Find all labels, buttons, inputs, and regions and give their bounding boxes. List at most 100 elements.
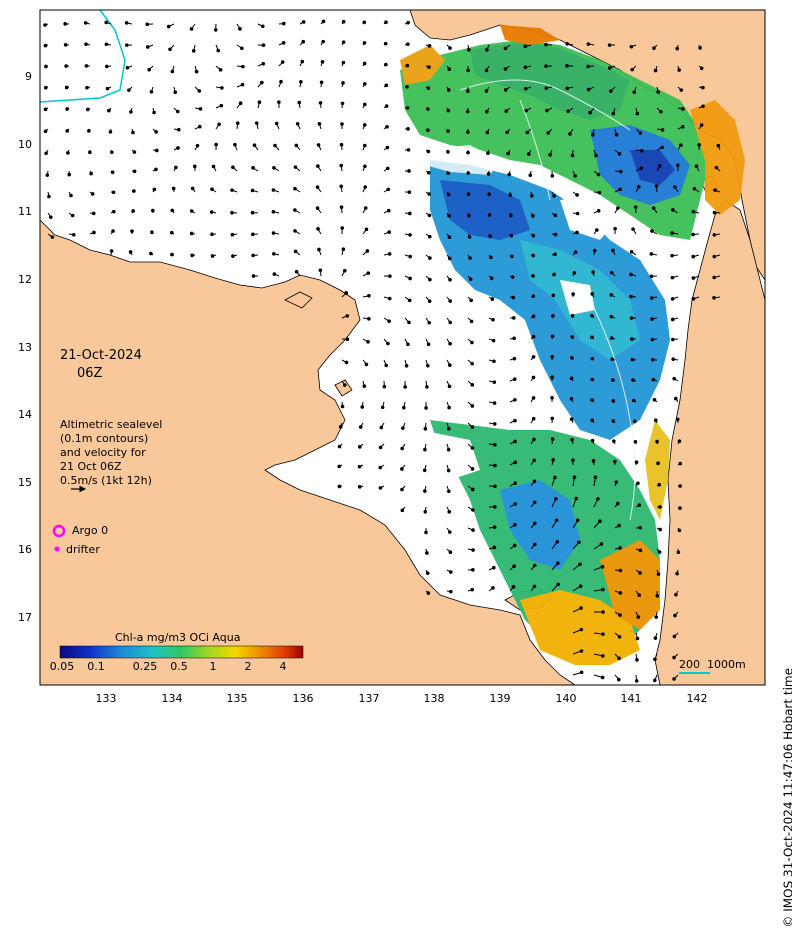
- velocity-arrowhead: [175, 166, 178, 169]
- velocity-arrowhead: [576, 212, 579, 215]
- cbar-tick-2: 2: [230, 660, 266, 673]
- velocity-arrowhead: [678, 440, 681, 443]
- velocity-arrowhead: [492, 339, 495, 342]
- velocity-arrowhead: [44, 130, 47, 133]
- y-tick-17: 17: [2, 611, 32, 624]
- velocity-arrowhead: [566, 65, 569, 68]
- velocity-arrowhead: [387, 188, 390, 191]
- velocity-arrowhead: [693, 187, 696, 190]
- velocity-arrowhead: [428, 300, 431, 303]
- velocity-arrowhead: [673, 678, 676, 681]
- velocity-arrowhead: [294, 250, 297, 253]
- velocity-arrowhead: [532, 254, 535, 257]
- velocity-arrowhead: [93, 231, 96, 234]
- velocity-arrowhead: [318, 123, 321, 126]
- velocity-arrowhead: [471, 447, 474, 450]
- velocity-arrowhead: [317, 228, 320, 231]
- map-date: 21-Oct-2024: [60, 348, 142, 363]
- velocity-arrowhead: [532, 315, 535, 318]
- velocity-arrowhead: [368, 317, 371, 320]
- velocity-arrowhead: [358, 486, 361, 489]
- velocity-arrowhead: [612, 420, 615, 423]
- velocity-arrowhead: [341, 227, 344, 230]
- velocity-arrowhead: [406, 85, 409, 88]
- velocity-arrowhead: [210, 211, 213, 214]
- velocity-arrowhead: [656, 440, 659, 443]
- drifter-label: drifter: [66, 543, 100, 556]
- velocity-arrowhead: [597, 498, 600, 501]
- velocity-arrowhead: [447, 448, 450, 451]
- velocity-arrowhead: [493, 402, 496, 405]
- velocity-arrowhead: [612, 400, 615, 403]
- velocity-arrowhead: [471, 362, 474, 365]
- velocity-arrowhead: [510, 214, 513, 217]
- velocity-arrowhead: [700, 124, 703, 127]
- velocity-arrowhead: [491, 298, 494, 301]
- velocity-arrowhead: [428, 321, 431, 324]
- velocity-arrowhead: [252, 233, 255, 236]
- y-tick-12: 12: [2, 273, 32, 286]
- velocity-arrowhead: [359, 426, 362, 429]
- velocity-arrowhead: [637, 616, 640, 619]
- velocity-arrowhead: [631, 358, 634, 361]
- velocity-arrowhead: [388, 231, 391, 234]
- velocity-arrowhead: [155, 131, 158, 134]
- velocity-arrowhead: [576, 519, 579, 522]
- velocity-arrowhead: [674, 397, 677, 400]
- velocity-arrowhead: [651, 358, 654, 361]
- velocity-arrowhead: [110, 250, 113, 253]
- velocity-arrowhead: [660, 110, 663, 113]
- velocity-arrowhead: [570, 397, 573, 400]
- velocity-arrowhead: [130, 111, 133, 114]
- velocity-arrowhead: [338, 445, 341, 448]
- velocity-arrowhead: [367, 341, 370, 344]
- x-tick-139: 139: [480, 692, 520, 705]
- velocity-arrowhead: [389, 275, 392, 278]
- velocity-arrowhead: [619, 569, 622, 572]
- velocity-arrowhead: [427, 171, 430, 174]
- velocity-arrowhead: [449, 300, 452, 303]
- velocity-arrowhead: [676, 164, 679, 167]
- velocity-arrowhead: [655, 185, 658, 188]
- velocity-arrowhead: [363, 62, 366, 65]
- velocity-arrowhead: [576, 231, 579, 234]
- velocity-arrowhead: [639, 549, 642, 552]
- velocity-arrowhead: [551, 396, 554, 399]
- velocity-arrowhead: [532, 335, 535, 338]
- velocity-arrowhead: [672, 209, 675, 212]
- velocity-arrowhead: [534, 522, 537, 525]
- velocity-arrowhead: [301, 60, 304, 63]
- velocity-arrowhead: [657, 573, 660, 576]
- velocity-arrowhead: [241, 47, 244, 50]
- velocity-arrowhead: [65, 86, 68, 89]
- velocity-arrowhead: [447, 130, 450, 133]
- velocity-arrowhead: [294, 166, 297, 169]
- velocity-arrowhead: [591, 439, 594, 442]
- velocity-arrowhead: [112, 210, 115, 213]
- velocity-arrowhead: [597, 209, 600, 212]
- velocity-arrowhead: [513, 544, 516, 547]
- velocity-arrowhead: [553, 195, 556, 198]
- velocity-arrowhead: [48, 195, 51, 198]
- velocity-arrowhead: [385, 84, 388, 87]
- velocity-arrowhead: [632, 228, 635, 231]
- velocity-arrowhead: [469, 257, 472, 260]
- velocity-arrowhead: [153, 188, 156, 191]
- velocity-arrowhead: [487, 173, 490, 176]
- velocity-arrowhead: [241, 83, 244, 86]
- scale-label: 200 1000m: [679, 658, 746, 671]
- velocity-arrowhead: [467, 172, 470, 175]
- velocity-arrowhead: [199, 108, 202, 111]
- velocity-arrowhead: [601, 655, 604, 658]
- velocity-arrowhead: [514, 399, 517, 402]
- velocity-arrowhead: [493, 381, 496, 384]
- velocity-arrowhead: [296, 122, 299, 125]
- velocity-arrowhead: [514, 419, 517, 422]
- x-tick-134: 134: [152, 692, 192, 705]
- velocity-arrowhead: [533, 438, 536, 441]
- velocity-arrowhead: [85, 43, 88, 46]
- velocity-arrowhead: [557, 583, 560, 586]
- velocity-arrowhead: [426, 364, 429, 367]
- velocity-arrowhead: [405, 364, 408, 367]
- velocity-arrowhead: [638, 594, 641, 597]
